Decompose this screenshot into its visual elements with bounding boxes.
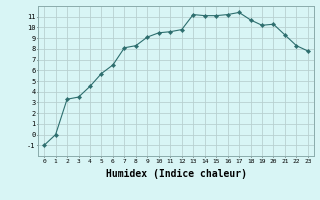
X-axis label: Humidex (Indice chaleur): Humidex (Indice chaleur): [106, 169, 246, 179]
